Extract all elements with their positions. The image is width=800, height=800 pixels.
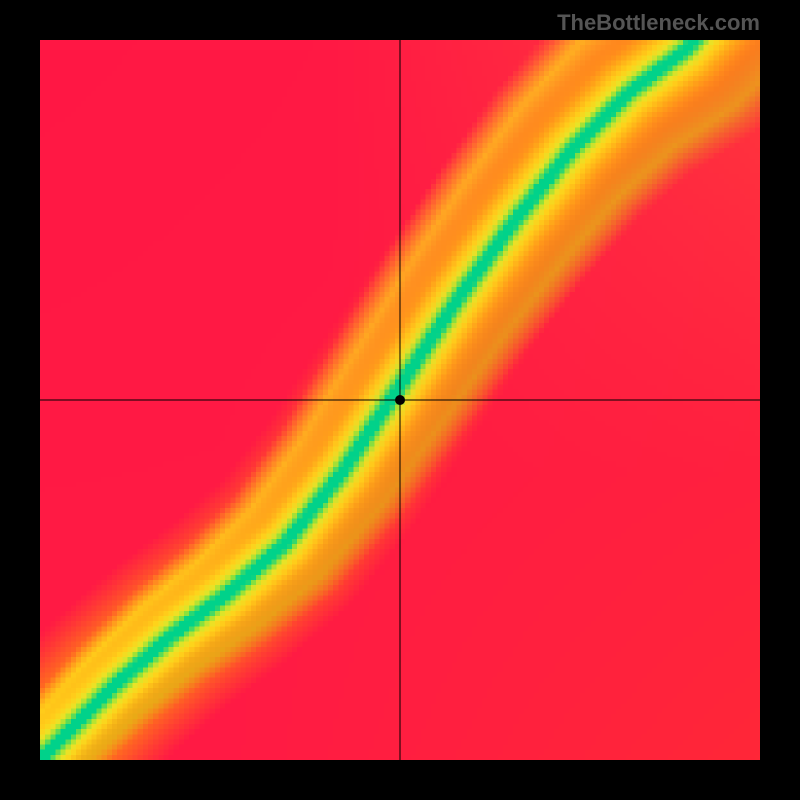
bottleneck-heatmap [40,40,760,760]
watermark-text: TheBottleneck.com [557,10,760,36]
chart-root: TheBottleneck.com [0,0,800,800]
